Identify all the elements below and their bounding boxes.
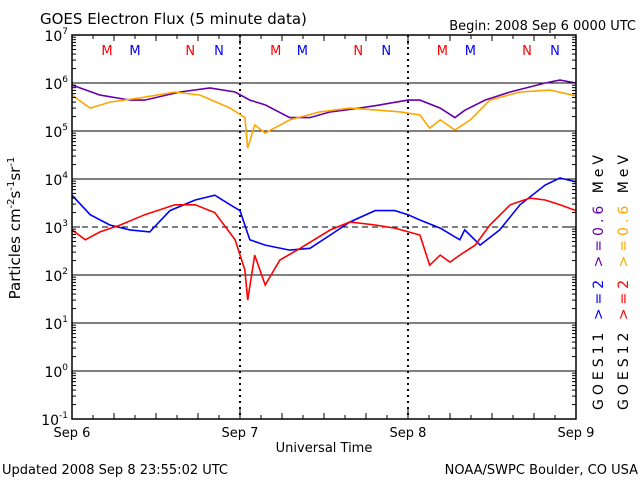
marker-label: N xyxy=(550,44,560,59)
y-tick-label: 107 xyxy=(44,27,68,45)
marker-label: N xyxy=(214,44,224,59)
plot-frame xyxy=(71,34,577,420)
marker-label: M xyxy=(129,44,140,59)
marker-label: M xyxy=(297,44,308,59)
x-tick-label: Sep 7 xyxy=(222,426,259,441)
marker-label: N xyxy=(353,44,363,59)
y-tick-label: 100 xyxy=(44,363,68,381)
marker-label: N xyxy=(381,44,391,59)
y-tick-label: 103 xyxy=(44,219,68,237)
legend: GOES11 >=2 >=0.6 MeV GOES12 >=2 >=0.6 MeV xyxy=(591,155,632,410)
y-tick-label: 105 xyxy=(44,123,68,141)
updated-time: Updated 2008 Sep 8 23:55:02 UTC xyxy=(2,463,228,478)
legend-entry: GOES11 >=2 >=0.6 MeV xyxy=(591,155,607,410)
series-line xyxy=(71,79,577,119)
marker-label: M xyxy=(270,44,281,59)
marker-label: M xyxy=(101,44,112,59)
begin-time: Begin: 2008 Sep 6 0000 UTC xyxy=(449,19,636,34)
marker-label: N xyxy=(185,44,195,59)
x-tick-label: Sep 9 xyxy=(558,426,595,441)
x-axis-label: Universal Time xyxy=(276,441,373,456)
chart-title: GOES Electron Flux (5 minute data) xyxy=(40,10,307,28)
series-line xyxy=(71,89,577,149)
series-line xyxy=(71,197,577,301)
y-tick-label: 10-1 xyxy=(41,411,68,429)
marker-label: N xyxy=(522,44,532,59)
marker-label: M xyxy=(465,44,476,59)
legend-entry: GOES12 >=2 >=0.6 MeV xyxy=(616,155,632,410)
y-tick-label: 104 xyxy=(44,171,68,189)
y-axis-label: Particles cm-2s-1sr-1 xyxy=(6,157,24,300)
y-tick-label: 102 xyxy=(44,267,68,285)
y-tick-label: 106 xyxy=(44,75,68,93)
x-tick-label: Sep 8 xyxy=(390,426,427,441)
x-tick-label: Sep 6 xyxy=(54,426,91,441)
data-series xyxy=(71,79,577,301)
gridlines xyxy=(72,35,576,419)
series-line xyxy=(71,177,577,251)
marker-label: M xyxy=(437,44,448,59)
credit: NOAA/SWPC Boulder, CO USA xyxy=(445,463,638,478)
y-tick-label: 101 xyxy=(44,315,68,333)
